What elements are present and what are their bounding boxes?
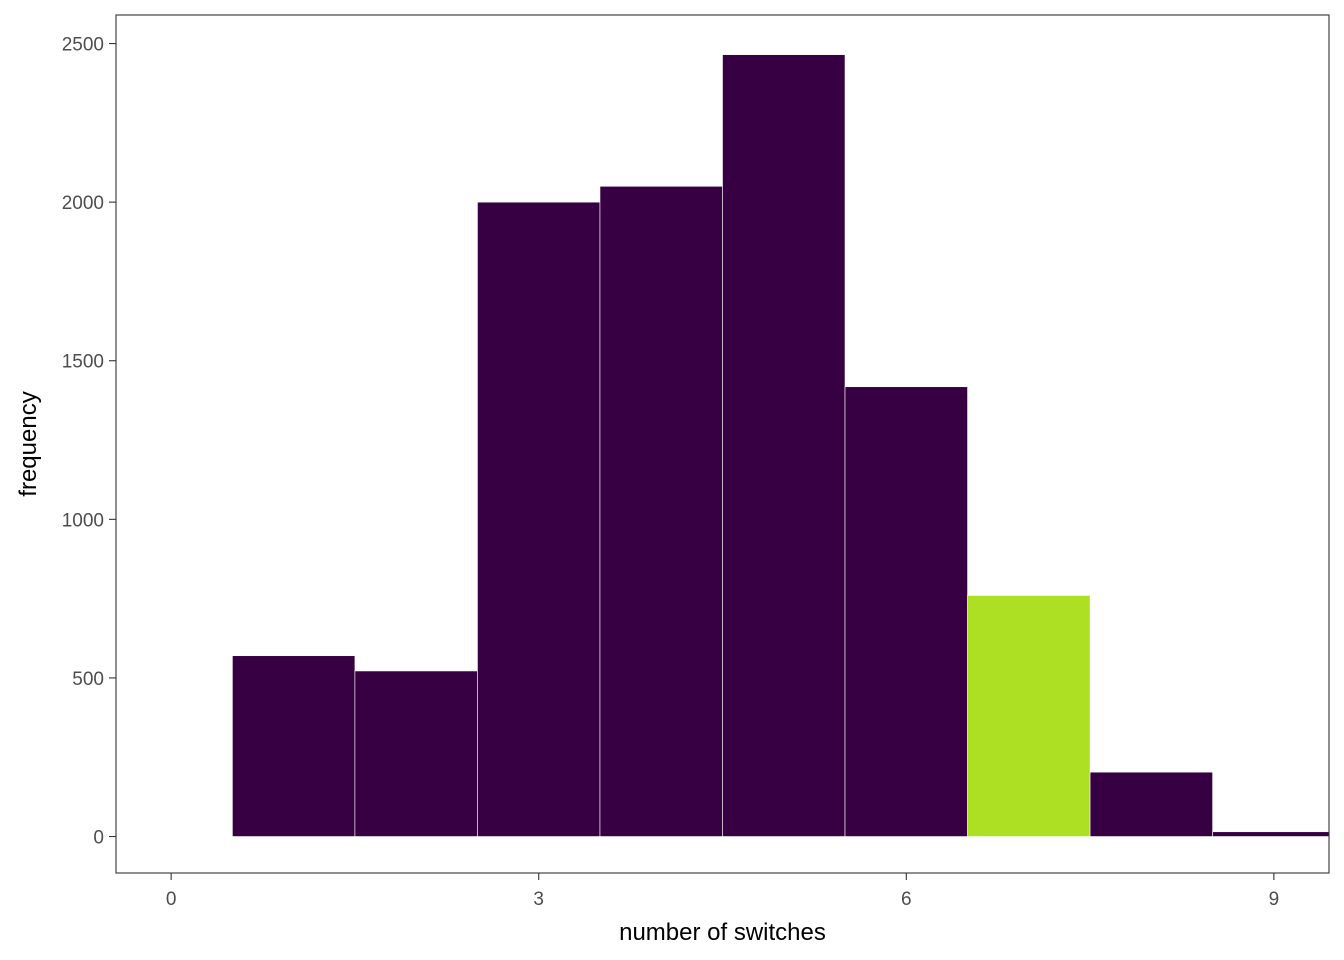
bar-5 bbox=[722, 54, 846, 837]
bar-2 bbox=[354, 670, 478, 837]
y-axis: 0 500 1000 1500 2000 2500 bbox=[62, 35, 116, 849]
bar-8 bbox=[1089, 771, 1213, 837]
bar-3 bbox=[477, 201, 601, 837]
bar-6 bbox=[844, 386, 968, 837]
x-tick-label-9: 9 bbox=[1269, 889, 1280, 910]
bar-9 bbox=[1212, 831, 1330, 837]
y-tick-label-2000: 2000 bbox=[62, 193, 104, 214]
x-tick-label-6: 6 bbox=[901, 889, 912, 910]
y-tick-label-1500: 1500 bbox=[62, 352, 104, 373]
bar-1 bbox=[232, 655, 356, 837]
x-tick-label-0: 0 bbox=[166, 889, 177, 910]
y-tick-label-0: 0 bbox=[93, 828, 104, 849]
x-tick-label-3: 3 bbox=[533, 889, 544, 910]
bar-4 bbox=[599, 185, 723, 837]
x-axis-title: number of switches bbox=[619, 919, 826, 946]
y-tick-label-500: 500 bbox=[72, 669, 104, 690]
bar-7 bbox=[967, 595, 1091, 837]
bars-group bbox=[232, 54, 1330, 837]
y-tick-label-1000: 1000 bbox=[62, 510, 104, 531]
y-tick-label-2500: 2500 bbox=[62, 35, 104, 56]
x-axis: 0 3 6 9 bbox=[166, 873, 1279, 910]
y-axis-title: frequency bbox=[15, 391, 42, 496]
panel-border bbox=[115, 14, 1330, 874]
